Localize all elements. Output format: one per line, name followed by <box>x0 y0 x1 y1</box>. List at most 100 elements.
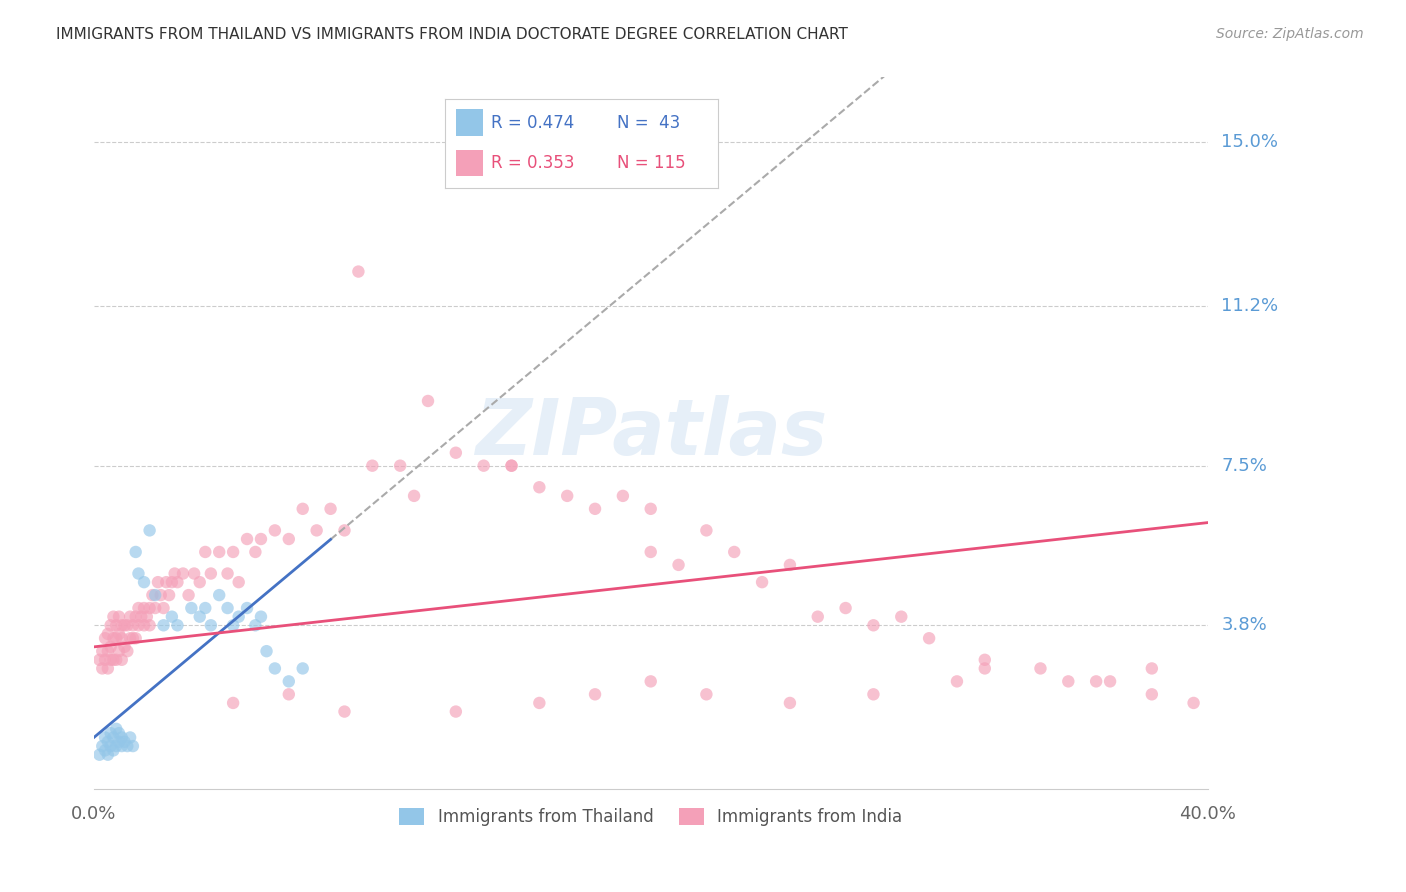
Point <box>807 609 830 624</box>
Point <box>291 501 314 516</box>
Point <box>122 618 145 632</box>
Point <box>222 618 245 632</box>
Point <box>200 618 222 632</box>
Point <box>973 653 995 667</box>
Point <box>111 618 134 632</box>
Point <box>695 524 717 538</box>
Point <box>94 632 117 646</box>
Point <box>779 696 801 710</box>
Point <box>100 653 122 667</box>
Point <box>361 458 384 473</box>
Point <box>117 618 139 632</box>
Point <box>152 601 174 615</box>
Point <box>347 264 370 278</box>
Point <box>157 588 180 602</box>
Point <box>108 609 131 624</box>
Point <box>319 501 342 516</box>
Point <box>183 566 205 581</box>
Point <box>91 644 114 658</box>
Point <box>640 674 662 689</box>
Point <box>222 696 245 710</box>
Point <box>132 618 155 632</box>
Point <box>105 722 128 736</box>
Text: IMMIGRANTS FROM THAILAND VS IMMIGRANTS FROM INDIA DOCTORATE DEGREE CORRELATION C: IMMIGRANTS FROM THAILAND VS IMMIGRANTS F… <box>56 27 848 42</box>
Point <box>114 640 136 654</box>
Point <box>120 731 142 745</box>
Point <box>444 705 467 719</box>
Point <box>208 545 231 559</box>
Text: Source: ZipAtlas.com: Source: ZipAtlas.com <box>1216 27 1364 41</box>
Point <box>91 661 114 675</box>
Point <box>100 739 122 753</box>
Point <box>97 644 120 658</box>
Point <box>208 588 231 602</box>
Point <box>264 524 287 538</box>
Point <box>194 601 217 615</box>
Point <box>444 446 467 460</box>
Point <box>245 618 267 632</box>
Point <box>89 747 111 762</box>
Point <box>1029 661 1052 675</box>
Point <box>103 731 125 745</box>
Point <box>1140 661 1163 675</box>
Point <box>143 588 166 602</box>
Legend: Immigrants from Thailand, Immigrants from India: Immigrants from Thailand, Immigrants fro… <box>391 799 910 834</box>
Point <box>97 627 120 641</box>
Point <box>172 566 194 581</box>
Point <box>125 632 148 646</box>
Point <box>138 524 160 538</box>
Point <box>222 545 245 559</box>
Point <box>108 627 131 641</box>
Point <box>1182 696 1205 710</box>
Point <box>333 705 356 719</box>
Point <box>612 489 634 503</box>
Point <box>305 524 328 538</box>
Point <box>188 609 211 624</box>
Point <box>529 696 551 710</box>
Point <box>132 575 155 590</box>
Point <box>236 601 259 615</box>
Point <box>120 609 142 624</box>
Point <box>404 489 426 503</box>
Point <box>111 731 134 745</box>
Point <box>143 601 166 615</box>
Point <box>94 743 117 757</box>
Point <box>97 735 120 749</box>
Point <box>416 394 439 409</box>
Point <box>160 609 183 624</box>
Point <box>501 458 523 473</box>
Point <box>108 644 131 658</box>
Point <box>114 618 136 632</box>
Point <box>751 575 773 590</box>
Point <box>127 618 149 632</box>
Text: ZIPatlas: ZIPatlas <box>475 395 827 471</box>
Point <box>166 575 188 590</box>
Point <box>228 609 250 624</box>
Point <box>94 653 117 667</box>
Point <box>250 609 273 624</box>
Point <box>125 609 148 624</box>
Point <box>97 661 120 675</box>
Point <box>200 566 222 581</box>
Point <box>111 632 134 646</box>
Point <box>640 545 662 559</box>
Point <box>97 747 120 762</box>
Point <box>91 739 114 753</box>
Point <box>472 458 495 473</box>
Point <box>100 726 122 740</box>
Point <box>141 588 163 602</box>
Point <box>779 558 801 572</box>
Point <box>217 566 239 581</box>
Point <box>117 644 139 658</box>
Point <box>127 566 149 581</box>
Point <box>188 575 211 590</box>
Point <box>1085 674 1108 689</box>
Point <box>946 674 969 689</box>
Point <box>862 618 884 632</box>
Point <box>122 632 145 646</box>
Point <box>111 739 134 753</box>
Point <box>529 480 551 494</box>
Point <box>127 601 149 615</box>
Point <box>155 575 177 590</box>
Point <box>94 731 117 745</box>
